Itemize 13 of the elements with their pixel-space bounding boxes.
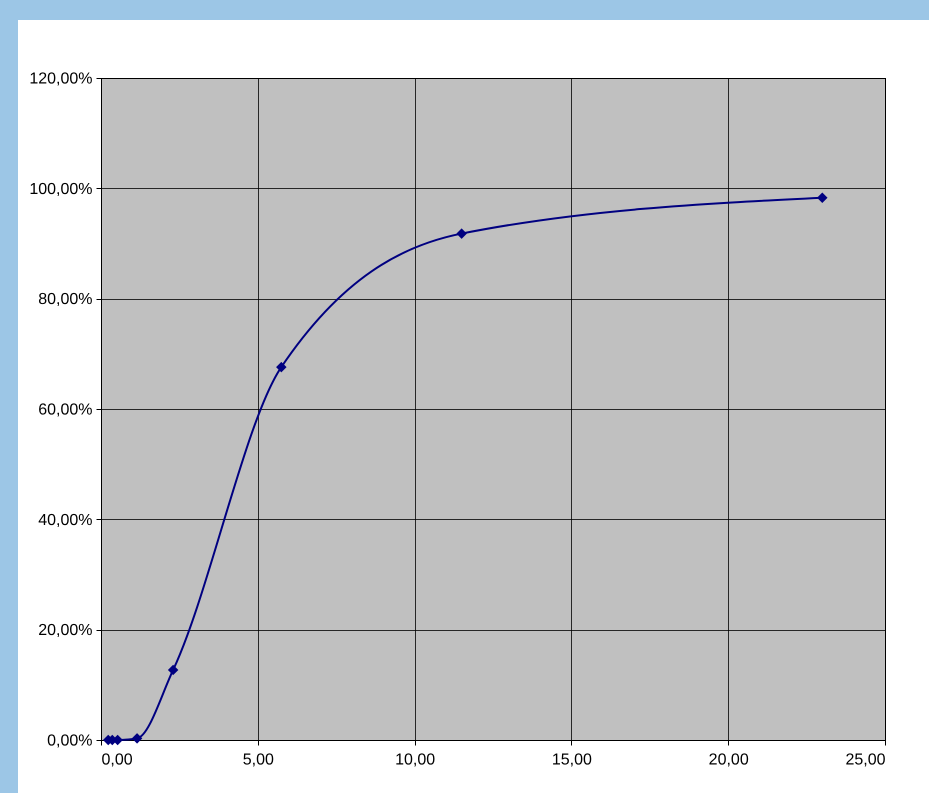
y-tick-label: 80,00%	[38, 291, 92, 308]
x-tick-label: 20,00	[708, 752, 749, 768]
y-tick-label: 0,00%	[47, 732, 92, 750]
x-tick-label: 25,00	[845, 752, 886, 768]
x-tick-label: 10,00	[395, 752, 436, 768]
y-tick-label: 40,00%	[38, 512, 92, 529]
y-tick-label: 120,00%	[29, 70, 92, 88]
x-tick-label: 5,00	[242, 752, 274, 768]
y-tick-label: 20,00%	[38, 622, 92, 640]
x-tick-label: 15,00	[552, 752, 592, 768]
y-tick-label: 100,00%	[29, 180, 92, 198]
x-tick-label: 0,00	[102, 752, 133, 768]
y-tick-label: 60,00%	[38, 402, 92, 418]
